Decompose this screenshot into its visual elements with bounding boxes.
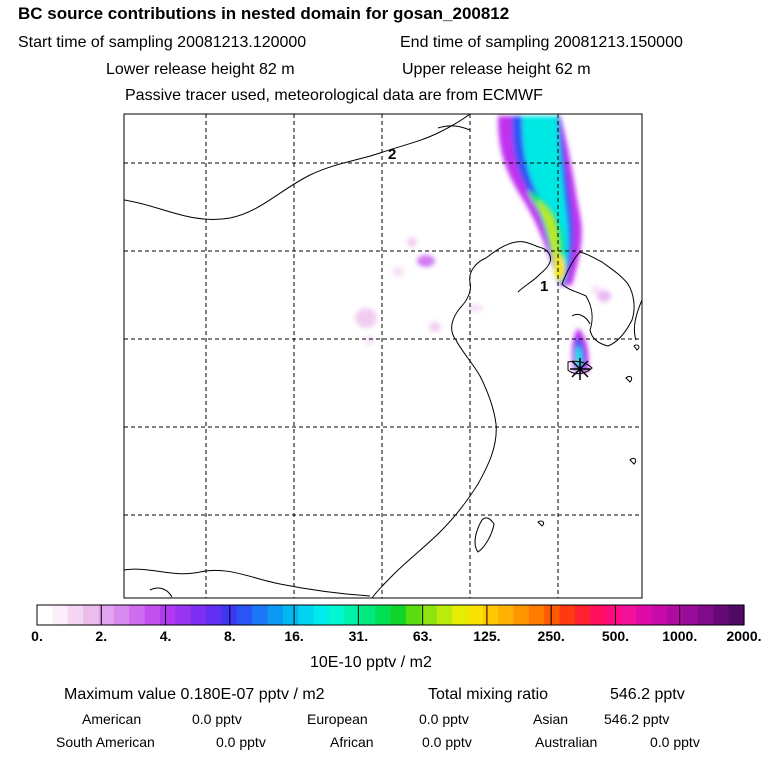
colorbar-cell [605, 605, 622, 625]
plot-title: BC source contributions in nested domain… [18, 4, 510, 23]
coastlines [124, 114, 642, 598]
colorbar-cell [67, 605, 84, 625]
colorbar-cell [267, 605, 284, 625]
map-frame [123, 113, 643, 599]
colorbar-tick-label: 500. [601, 628, 630, 644]
american-value: 0.0 pptv [192, 711, 242, 727]
colorbar-cell [636, 605, 653, 625]
colorbar-tick-label: 1000. [662, 628, 698, 644]
plume-faint-patches [355, 237, 611, 345]
colorbar-cell [728, 605, 745, 625]
colorbar-cell [344, 605, 361, 625]
maximum-value: Maximum value 0.180E-07 pptv / m2 [64, 686, 325, 703]
tracer-note: Passive tracer used, meteorological data… [125, 87, 543, 104]
colorbar-cell [375, 605, 392, 625]
colorbar-cell [52, 605, 69, 625]
colorbar-cell [37, 605, 53, 625]
colorbar-cell [482, 605, 499, 625]
colorbar-unit: 10E-10 pptv / m2 [310, 654, 432, 671]
upper-release-height-label: Upper release height 62 m [402, 61, 591, 78]
american-label: American [82, 711, 142, 727]
colorbar-cell [282, 605, 299, 625]
colorbar-cell [390, 605, 407, 625]
total-mixing-ratio-label: Total mixing ratio [428, 686, 549, 703]
asian-value: 546.2 pptv [604, 711, 670, 727]
start-time-label: Start time of sampling 20081213.120000 [18, 34, 307, 51]
colorbar-cell [559, 605, 576, 625]
colorbar-tick-label: 4. [159, 628, 172, 644]
colorbar-cell [329, 605, 345, 625]
colorbar-cell [83, 605, 100, 625]
colorbar-cell [436, 605, 453, 625]
colorbar-cell [129, 605, 146, 625]
colorbar-cells [37, 605, 745, 625]
colorbar-cell [467, 605, 484, 625]
australian-value: 0.0 pptv [650, 734, 700, 750]
colorbar-tick-label: 0. [31, 628, 43, 644]
colorbar-cell [528, 605, 545, 625]
trajectory-label-1: 1 [540, 278, 548, 295]
colorbar-tick-label: 125. [473, 628, 501, 644]
colorbar-cell [206, 605, 223, 625]
trajectory-label-2: 2 [388, 146, 396, 163]
colorbar-cell [236, 605, 253, 625]
european-label: European [307, 711, 368, 727]
colorbar-tick-label: 8. [223, 628, 236, 644]
lat-lon-grid [124, 114, 642, 598]
colorbar-tick-label: 16. [284, 628, 304, 644]
african-label: African [330, 734, 374, 750]
colorbar-cell [451, 605, 468, 625]
colorbar-cell [190, 605, 207, 625]
colorbar-cell [697, 605, 714, 625]
colorbar-cell [498, 605, 515, 625]
colorbar-tick-label: 63. [412, 628, 433, 644]
colorbar-cell [298, 605, 315, 625]
european-value: 0.0 pptv [419, 711, 469, 727]
colorbar-cell [590, 605, 607, 625]
colorbar [36, 604, 745, 626]
colorbar-cell [682, 605, 699, 625]
colorbar-cell [98, 605, 115, 625]
colorbar-cell [113, 605, 130, 625]
african-value: 0.0 pptv [422, 734, 472, 750]
colorbar-cell [667, 605, 684, 625]
colorbar-cell [313, 605, 330, 625]
colorbar-cell [713, 605, 730, 625]
colorbar-tick-label: 2. [95, 628, 108, 644]
colorbar-cell [544, 605, 561, 625]
south-american-label: South American [56, 734, 155, 750]
colorbar-cell [359, 605, 376, 625]
end-time-label: End time of sampling 20081213.150000 [400, 34, 683, 51]
asian-label: Asian [533, 711, 569, 727]
colorbar-cell [513, 605, 530, 625]
colorbar-cell [574, 605, 591, 625]
colorbar-tick-label: 2000. [726, 628, 762, 644]
colorbar-cell [159, 605, 176, 625]
total-mixing-ratio-value: 546.2 pptv [610, 686, 685, 703]
colorbar-cell [621, 605, 638, 625]
station-marker [570, 358, 590, 380]
colorbar-tick-label: 250. [537, 628, 565, 644]
south-american-value: 0.0 pptv [216, 734, 266, 750]
colorbar-cell [175, 605, 192, 625]
colorbar-frame [36, 604, 745, 626]
colorbar-cell [252, 605, 269, 625]
colorbar-cell [405, 605, 422, 625]
colorbar-cell [421, 605, 438, 625]
colorbar-cell [144, 605, 161, 625]
australian-label: Australian [535, 734, 598, 750]
lower-release-height-label: Lower release height 82 m [106, 61, 295, 78]
colorbar-cell [651, 605, 668, 625]
colorbar-tick-label: 31. [348, 628, 369, 644]
